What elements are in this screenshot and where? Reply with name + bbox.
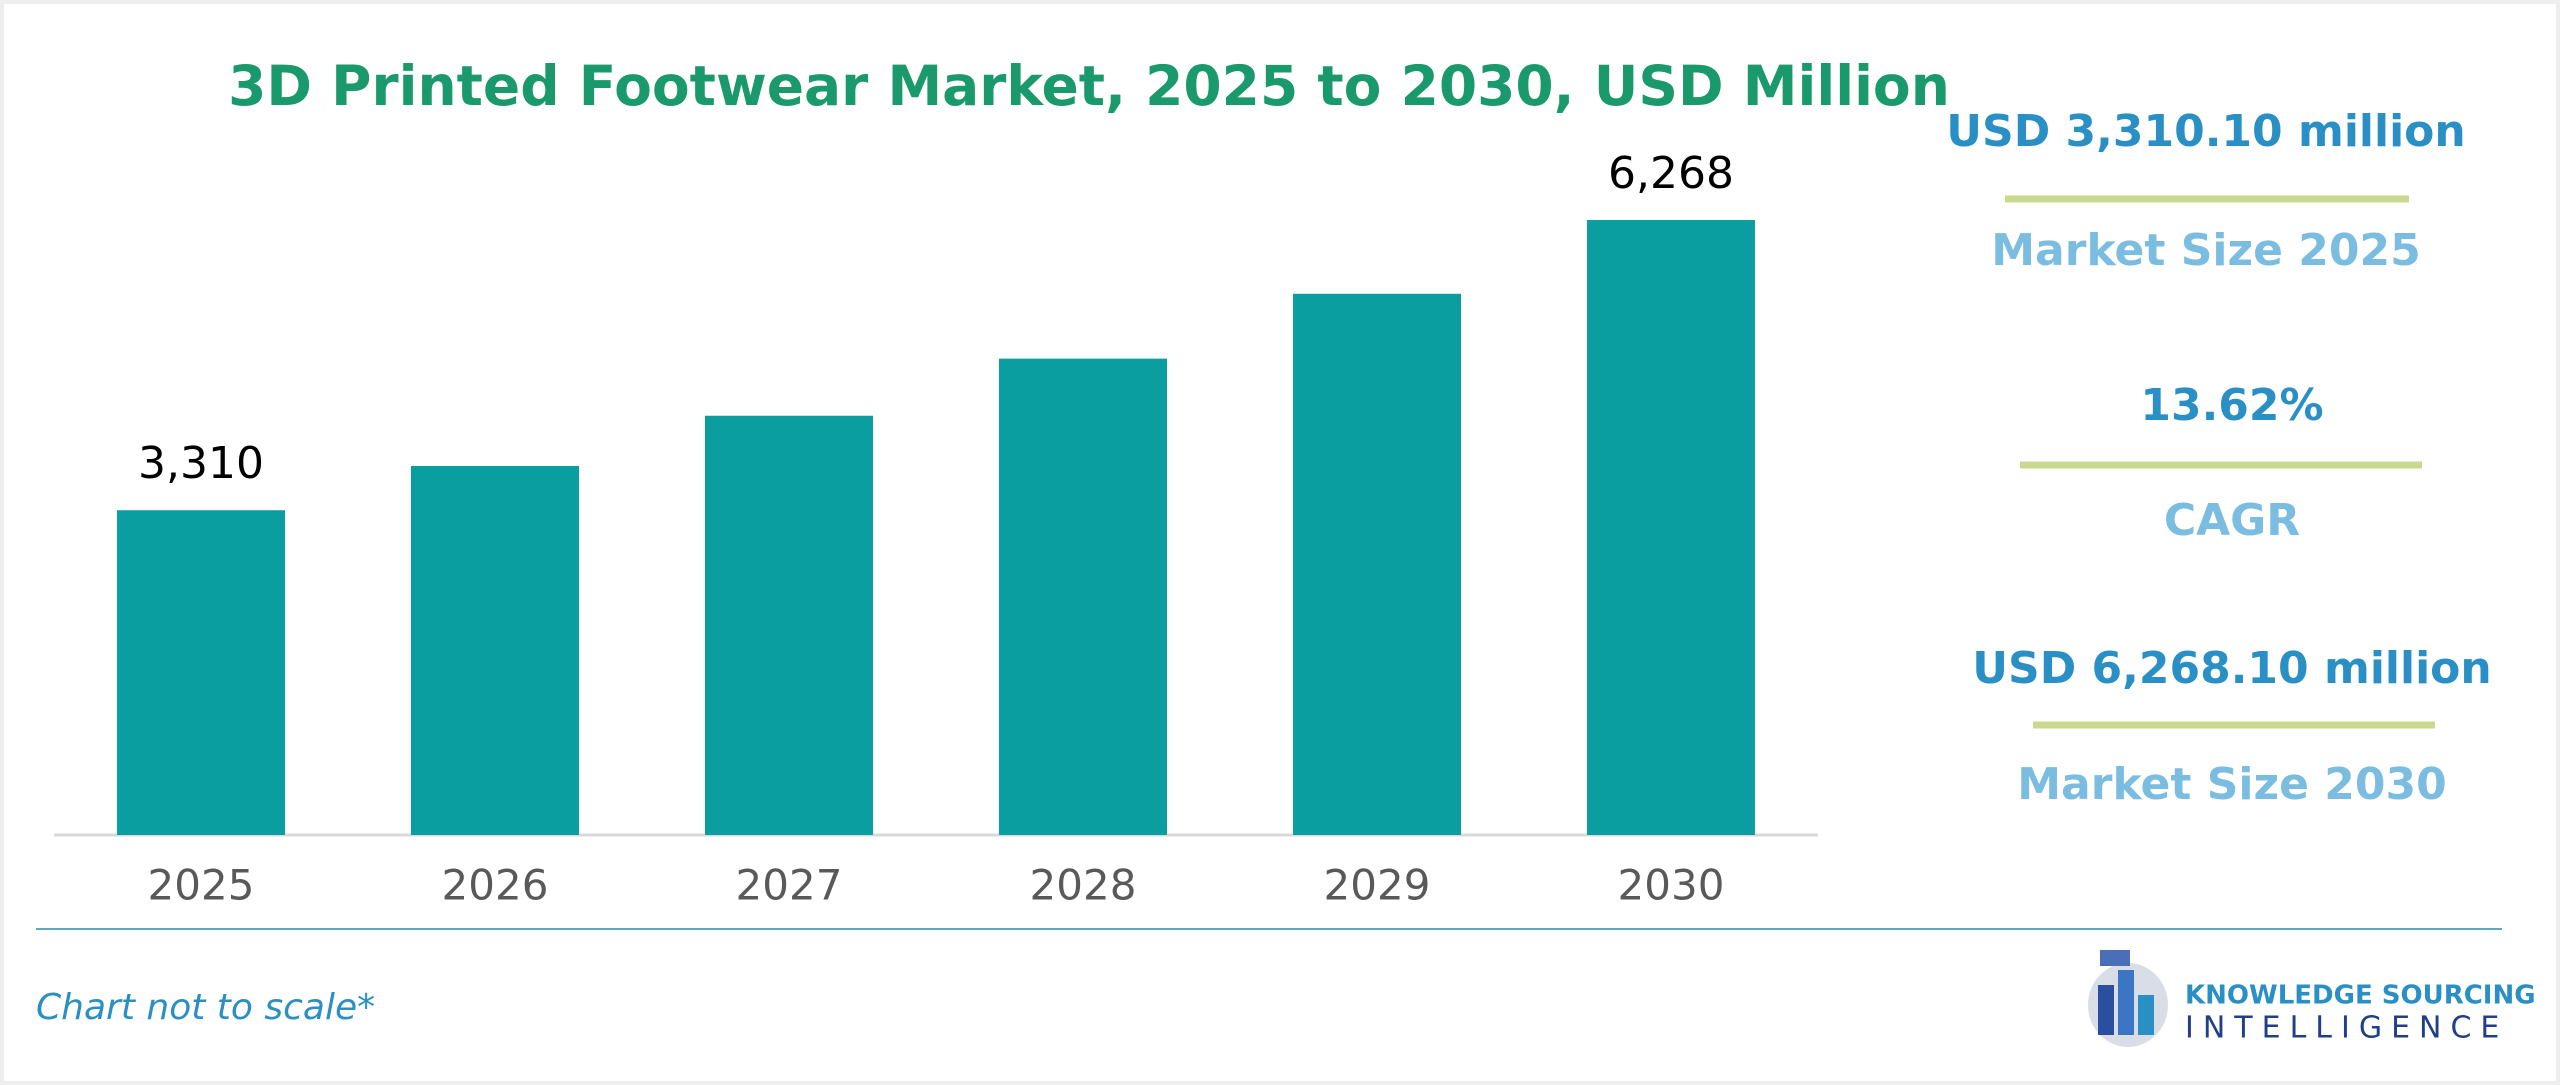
stat-label: Market Size 2030 [2017,759,2446,810]
logo: KNOWLEDGE SOURCING INTELLIGENCE [2088,950,2536,1047]
logo-bar [2118,970,2134,1035]
data-label: 6,268 [1608,148,1734,199]
bar [411,465,579,835]
logo-block [2100,950,2130,966]
x-tick-label: 2028 [1030,861,1137,910]
logo-text: INTELLIGENCE [2185,1011,2508,1046]
x-tick-label: 2027 [736,861,843,910]
x-tick-label: 2029 [1324,861,1431,910]
stat-value: USD 3,310.10 million [1946,106,2465,157]
chart-title: 3D Printed Footwear Market, 2025 to 2030… [228,54,1950,118]
x-tick-label: 2026 [442,861,549,910]
data-label: 3,310 [138,438,264,489]
footnote: Chart not to scale* [36,987,375,1028]
stat-label: Market Size 2025 [1991,225,2420,276]
logo-bar [2138,995,2154,1035]
bar [117,510,285,835]
logo-text: KNOWLEDGE SOURCING [2185,981,2536,1011]
x-tick-label: 2025 [148,861,255,910]
stat-label: CAGR [2164,495,2300,546]
bar [1293,293,1461,835]
bar [1587,220,1755,835]
x-tick-label: 2030 [1618,861,1725,910]
stat-value: USD 6,268.10 million [1972,643,2491,694]
stats-panel: USD 3,310.10 million Market Size 2025 13.6… [1946,106,2491,810]
bar [999,358,1167,835]
stat-value: 13.62% [2140,380,2323,431]
bar [705,415,873,835]
logo-bar [2098,985,2114,1035]
